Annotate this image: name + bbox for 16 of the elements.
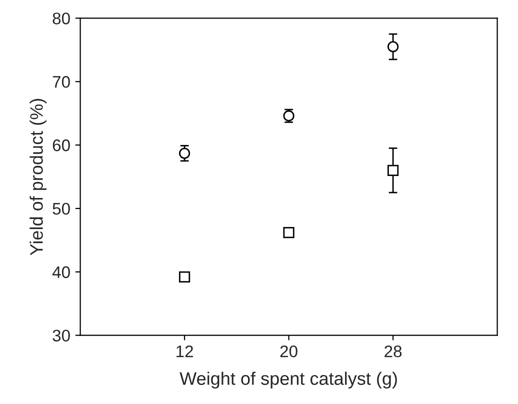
y-tick-label: 60: [52, 139, 70, 152]
point: [387, 41, 399, 52]
x-tick-label: 28: [384, 345, 402, 358]
point: [178, 271, 190, 283]
y-tick-label: 40: [52, 266, 70, 278]
point: [283, 227, 294, 238]
point: [178, 148, 190, 159]
y-axis-title: Yield of product (%): [30, 98, 46, 256]
point: [387, 164, 399, 176]
y-tick-label: 70: [52, 76, 70, 88]
y-tick-label: 50: [52, 202, 70, 215]
x-tick-label: 20: [280, 345, 298, 358]
x-axis-title: Weight of spent catalyst (g): [180, 372, 397, 389]
y-tick-label: 80: [52, 12, 70, 24]
y-tick-label: 30: [52, 330, 70, 342]
x-tick-label: 12: [176, 345, 193, 358]
